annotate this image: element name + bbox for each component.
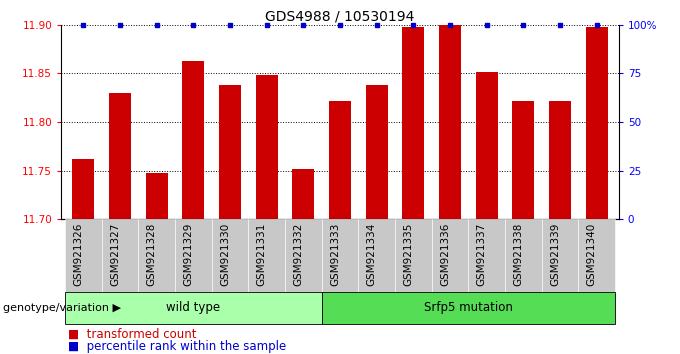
Text: GSM921330: GSM921330 bbox=[220, 223, 230, 286]
Text: ■  percentile rank within the sample: ■ percentile rank within the sample bbox=[68, 340, 286, 353]
Bar bbox=[366, 85, 388, 219]
Bar bbox=[329, 101, 351, 219]
Text: GSM921332: GSM921332 bbox=[293, 223, 303, 286]
Bar bbox=[476, 72, 498, 219]
Text: GSM921338: GSM921338 bbox=[513, 223, 524, 286]
Bar bbox=[146, 173, 167, 219]
Title: GDS4988 / 10530194: GDS4988 / 10530194 bbox=[265, 10, 415, 24]
Text: wild type: wild type bbox=[166, 302, 220, 314]
Text: Srfp5 mutation: Srfp5 mutation bbox=[424, 302, 513, 314]
Text: GSM921329: GSM921329 bbox=[184, 223, 193, 286]
Text: GSM921336: GSM921336 bbox=[440, 223, 450, 286]
Text: GSM921333: GSM921333 bbox=[330, 223, 340, 286]
Text: GSM921328: GSM921328 bbox=[147, 223, 156, 286]
Text: GSM921334: GSM921334 bbox=[367, 223, 377, 286]
Text: GSM921337: GSM921337 bbox=[477, 223, 487, 286]
Text: ■  transformed count: ■ transformed count bbox=[68, 327, 197, 341]
Bar bbox=[219, 85, 241, 219]
Bar bbox=[72, 159, 95, 219]
Text: GSM921335: GSM921335 bbox=[403, 223, 413, 286]
Bar bbox=[182, 61, 204, 219]
Text: GSM921339: GSM921339 bbox=[550, 223, 560, 286]
Bar bbox=[256, 75, 277, 219]
Text: genotype/variation ▶: genotype/variation ▶ bbox=[3, 303, 122, 313]
Text: GSM921327: GSM921327 bbox=[110, 223, 120, 286]
Text: GSM921340: GSM921340 bbox=[587, 223, 597, 286]
Bar bbox=[403, 27, 424, 219]
Bar bbox=[439, 25, 461, 219]
Bar bbox=[513, 101, 534, 219]
Bar bbox=[109, 93, 131, 219]
Text: GSM921326: GSM921326 bbox=[73, 223, 83, 286]
Bar bbox=[549, 101, 571, 219]
Bar bbox=[292, 169, 314, 219]
Bar bbox=[585, 27, 608, 219]
Text: GSM921331: GSM921331 bbox=[256, 223, 267, 286]
